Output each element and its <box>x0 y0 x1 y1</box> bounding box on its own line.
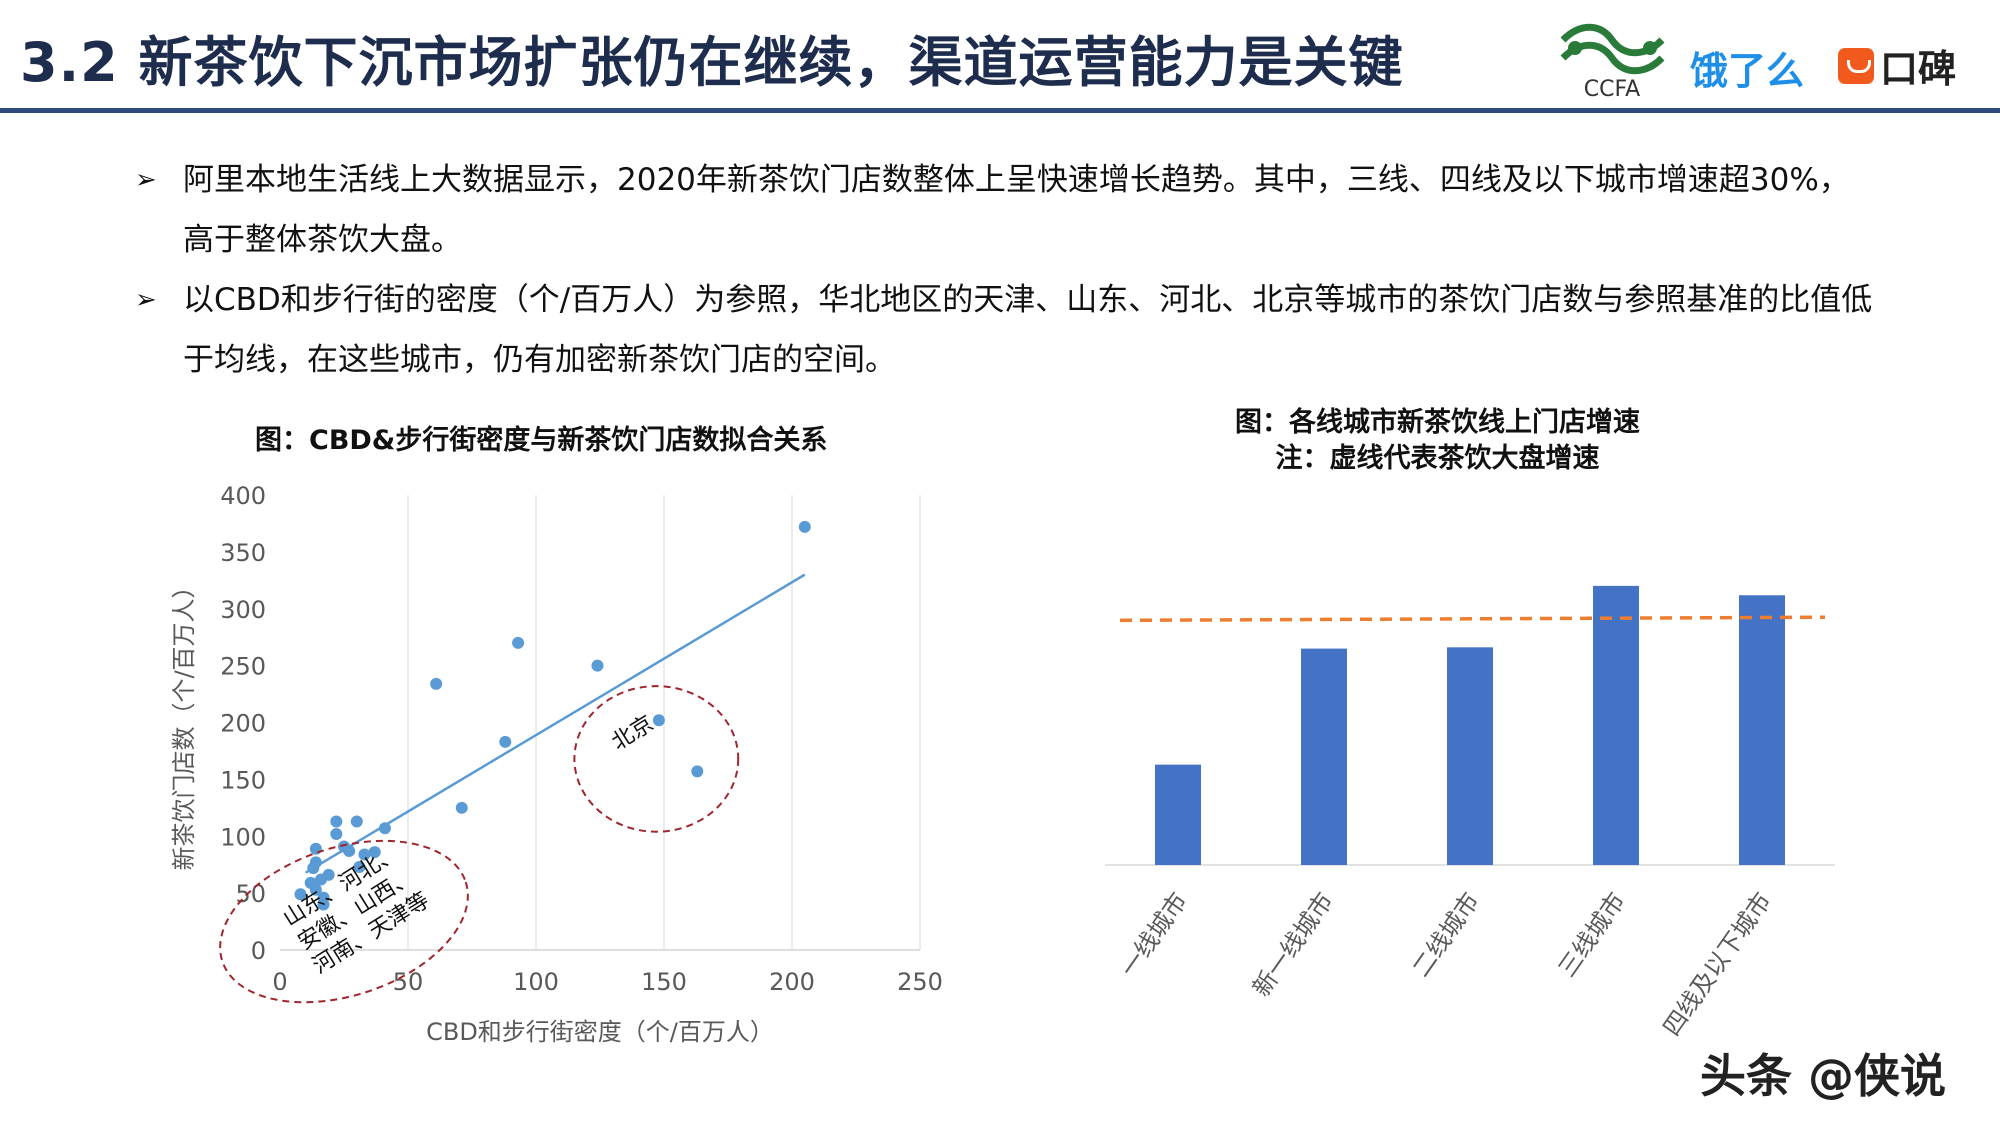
bullet-item: ➢ 以CBD和步行街的密度（个/百万人）为参照，华北地区的天津、山东、河北、北京… <box>135 270 1875 390</box>
x-tick-label: 新一线城市 <box>1247 887 1339 1001</box>
data-point <box>309 883 322 896</box>
watermark: 头条 @侠说 <box>1700 1049 1947 1103</box>
data-point <box>343 845 356 858</box>
data-point <box>330 827 343 840</box>
bullet-item: ➢ 阿里本地生活线上大数据显示，2020年新茶饮门店数整体上呈快速增长趋势。其中… <box>135 150 1875 270</box>
header-rule <box>0 108 2000 113</box>
y-tick-label: 100 <box>220 823 266 851</box>
page-title: 3.2 新茶饮下沉市场扩张仍在继续，渠道运营能力是关键 <box>20 31 1404 94</box>
data-point <box>314 873 327 886</box>
x-tick-label: 150 <box>641 968 687 996</box>
x-tick-label: 200 <box>769 968 815 996</box>
x-tick-label: 0 <box>272 968 287 996</box>
data-point <box>691 765 704 778</box>
bar-chart-subtitle: 注：虚线代表茶饮大盘增速 <box>1275 443 1600 474</box>
bar-chart-title: 图：各线城市新茶饮线上门店增速 <box>1235 407 1640 438</box>
bullet-arrow-icon: ➢ <box>135 165 157 195</box>
annotation-label: 北京 <box>608 711 659 756</box>
header: 3.2 新茶饮下沉市场扩张仍在继续，渠道运营能力是关键 CCFA 饿了么 口碑 <box>0 0 2000 113</box>
data-point <box>591 659 604 672</box>
data-point <box>430 677 443 690</box>
bullet-text: 阿里本地生活线上大数据显示，2020年新茶饮门店数整体上呈快速增长趋势。其中，三… <box>183 162 1850 258</box>
koubei-logo-text: 口碑 <box>1880 47 1957 91</box>
y-tick-label: 250 <box>220 653 266 681</box>
data-point <box>330 815 343 828</box>
x-tick-label: 250 <box>897 968 943 996</box>
bar <box>1447 647 1493 865</box>
bullet-list: ➢ 阿里本地生活线上大数据显示，2020年新茶饮门店数整体上呈快速增长趋势。其中… <box>135 150 1875 390</box>
x-tick-label: 一线城市 <box>1115 887 1193 982</box>
bar <box>1301 648 1347 865</box>
x-tick-label: 三线城市 <box>1553 887 1631 982</box>
bar-chart-titles: 图：各线城市新茶饮线上门店增速 注：虚线代表茶饮大盘增速 <box>1235 405 1640 477</box>
scatter-chart: 0 50 100 150 200 250 0 50 100 150 200 250 300 350 400 C… <box>170 482 943 1046</box>
scatter-chart-title: 图：CBD&步行街密度与新茶饮门店数拟合关系 <box>255 425 828 456</box>
bar <box>1593 585 1639 865</box>
x-axis-label: CBD和步行街密度（个/百万人） <box>426 1018 774 1046</box>
data-point <box>353 860 366 873</box>
y-tick-label: 200 <box>220 710 266 738</box>
data-point <box>512 636 525 649</box>
y-tick-label: 150 <box>220 766 266 794</box>
x-tick-label: 100 <box>513 968 559 996</box>
reference-dashed-line <box>1119 615 1826 623</box>
y-tick-label: 50 <box>235 880 266 908</box>
y-tick-label: 400 <box>220 482 266 510</box>
x-tick-label: 二线城市 <box>1407 887 1485 982</box>
data-point <box>368 846 381 859</box>
y-tick-label: 350 <box>220 539 266 567</box>
data-point <box>307 862 320 875</box>
annotation-label: 山东、河北、安徽、山西、河南、天津等 <box>279 840 434 979</box>
bar <box>1155 764 1201 865</box>
koubei-icon <box>1838 47 1874 84</box>
x-tick-label: 四线及以下城市 <box>1658 887 1777 1040</box>
x-tick-label: 50 <box>393 968 424 996</box>
ccfa-logo: CCFA <box>1560 23 1665 100</box>
annotation-ellipse <box>573 685 740 833</box>
y-tick-label: 300 <box>220 596 266 624</box>
bar <box>1739 595 1785 865</box>
data-point <box>798 520 811 533</box>
bullet-text: 以CBD和步行街的密度（个/百万人）为参照，华北地区的天津、山东、河北、北京等城… <box>183 282 1873 378</box>
bullet-arrow-icon: ➢ <box>135 285 157 315</box>
bar-chart: 一线城市 新一线城市 二线城市 三线城市 四线及以下城市 <box>1105 585 1835 1040</box>
data-point <box>652 714 665 727</box>
data-point <box>358 848 371 861</box>
eleme-logo: 饿了么 <box>1690 49 1805 93</box>
data-point <box>378 822 391 835</box>
trendline <box>304 573 806 874</box>
data-point <box>350 815 363 828</box>
y-tick-label: 0 <box>251 937 266 965</box>
data-point <box>309 842 322 855</box>
data-point <box>294 888 307 901</box>
data-point <box>455 801 468 814</box>
ccfa-logo-text: CCFA <box>1584 77 1640 100</box>
data-point <box>317 898 330 911</box>
y-axis-label: 新茶饮门店数（个/百万人） <box>170 574 198 870</box>
data-point <box>499 735 512 748</box>
koubei-logo: 口碑 <box>1838 38 1956 93</box>
